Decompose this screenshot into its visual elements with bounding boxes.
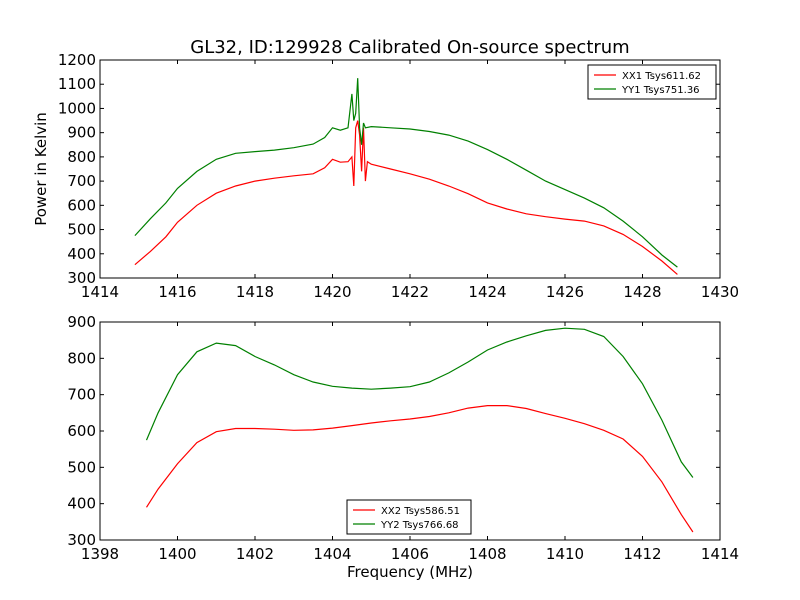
bottom-series-line-xx2 — [145, 405, 694, 533]
top-x-tick-label: 1418 — [236, 283, 274, 301]
bottom-x-tick-label: 1400 — [158, 545, 196, 563]
top-x-tick-label: 1420 — [313, 283, 351, 301]
bottom-panel: 1398 1400 1402 1404 1406 1408 1410 1412 1414 300 4… — [67, 313, 739, 563]
bottom-x-tick-label: 1404 — [313, 545, 351, 563]
bottom-y-tick-label: 500 — [67, 458, 96, 476]
bottom-x-tick-label: 1402 — [236, 545, 274, 563]
top-y-tick-label: 1000 — [58, 99, 96, 117]
bottom-x-tick-label: 1406 — [391, 545, 429, 563]
top-y-axis-label: Power in Kelvin — [32, 112, 50, 226]
top-legend-label: XX1 Tsys611.62 — [622, 71, 701, 82]
bottom-x-tick-label: 1410 — [546, 545, 584, 563]
top-panel: 1414 1416 1418 1420 1422 1424 1426 1428 1430 300 4… — [58, 51, 739, 301]
bottom-y-tick-label: 900 — [67, 313, 96, 331]
top-y-tick-label: 900 — [67, 124, 96, 142]
top-x-tick-label: 1430 — [701, 283, 739, 301]
top-series-line-xx1 — [134, 120, 678, 275]
top-y-tick-label: 500 — [67, 221, 96, 239]
top-series-line-yy1 — [134, 78, 678, 268]
bottom-y-tick-label: 800 — [67, 349, 96, 367]
bottom-x-tick-label: 1408 — [468, 545, 506, 563]
bottom-x-tick-label: 1412 — [623, 545, 661, 563]
top-x-tick-label: 1424 — [468, 283, 506, 301]
bottom-y-tick-label: 700 — [67, 386, 96, 404]
bottom-y-tick-label: 600 — [67, 422, 96, 440]
top-x-tick-label: 1428 — [623, 283, 661, 301]
bottom-legend-label: YY2 Tsys766.68 — [380, 520, 459, 531]
top-y-tick-label: 800 — [67, 148, 96, 166]
top-legend — [587, 64, 717, 100]
bottom-x-tick-label: 1398 — [81, 545, 119, 563]
top-y-tick-label: 1100 — [58, 75, 96, 93]
top-y-tick-label: 600 — [67, 196, 96, 214]
top-legend-label: YY1 Tsys751.36 — [621, 85, 700, 96]
bottom-x-axis-label: Frequency (MHz) — [347, 563, 473, 581]
top-x-tick-label: 1422 — [391, 283, 429, 301]
top-x-tick-label: 1416 — [158, 283, 196, 301]
top-y-tick-label: 700 — [67, 172, 96, 190]
bottom-series-line-yy2 — [145, 327, 694, 478]
top-x-tick-label: 1414 — [81, 283, 119, 301]
top-y-tick-label: 400 — [67, 245, 96, 263]
top-y-tick-label: 300 — [67, 269, 96, 287]
bottom-x-tick-label: 1414 — [701, 545, 739, 563]
chart-title: GL32, ID:129928 Calibrated On-source spe… — [190, 37, 629, 58]
top-y-tick-label: 1200 — [58, 51, 96, 69]
bottom-legend — [346, 499, 472, 535]
bottom-legend-label: XX2 Tsys586.51 — [381, 506, 460, 517]
bottom-y-tick-label: 400 — [67, 495, 96, 513]
bottom-y-tick-label: 300 — [67, 531, 96, 549]
top-x-tick-label: 1426 — [546, 283, 584, 301]
